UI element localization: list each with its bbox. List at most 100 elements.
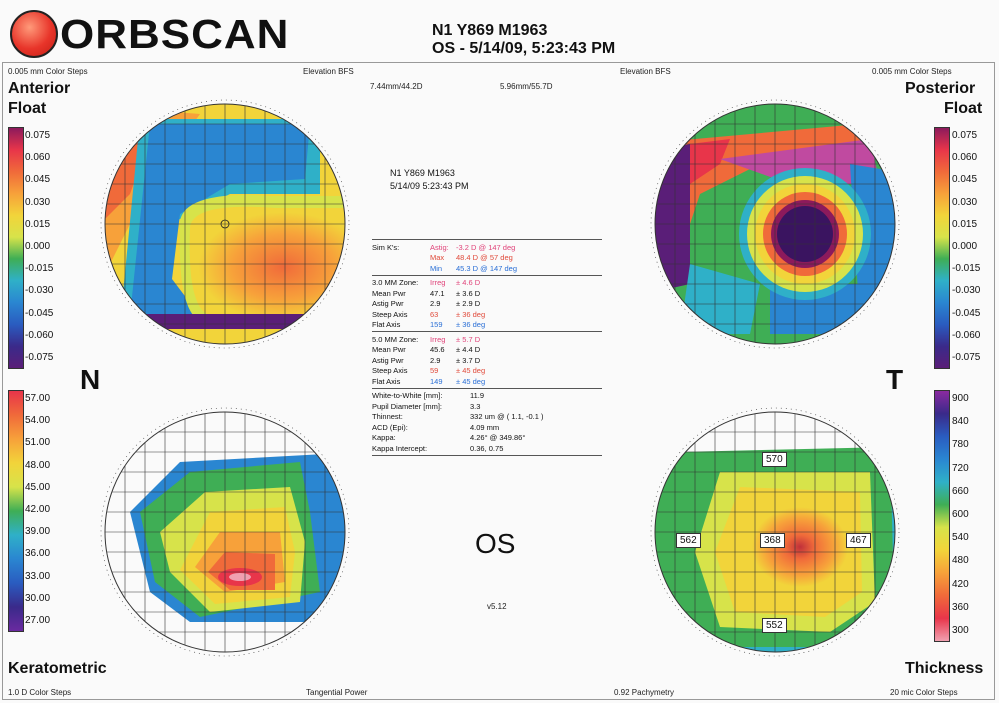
nasal-label: N <box>80 364 101 395</box>
left-bfs: 7.44mm/44.2D <box>370 82 423 91</box>
scale-label: 0.030 <box>952 196 978 208</box>
info-row-label: Mean Pwr <box>372 345 406 354</box>
info-row-label: 5.0 MM Zone: <box>372 334 419 344</box>
scale-label: 840 <box>952 416 969 428</box>
info-row-label: White-to-White [mm]: <box>372 391 443 400</box>
info-row: 3.0 MM Zone: Irreg ± 4.6 D <box>372 278 602 289</box>
anterior-title: Anterior <box>8 80 71 97</box>
scale-label: -0.075 <box>952 352 981 363</box>
scale-label: 780 <box>952 439 969 451</box>
info-row-value: ± 36 deg <box>456 320 486 329</box>
scale-label: 0.000 <box>952 241 978 252</box>
scale-label: 0.030 <box>25 196 51 208</box>
info-divider <box>372 454 602 456</box>
info-row-label: Steep Axis <box>372 309 408 319</box>
info-row-value: ± 45 deg <box>456 376 486 386</box>
anterior-subtitle: Float <box>8 100 47 117</box>
thickness-point-top: 570 <box>762 452 787 467</box>
info-row-name: Irreg <box>430 278 446 287</box>
info-row: Min 45.3 D @ 147 deg <box>372 263 602 274</box>
scale-label: 27.00 <box>25 615 51 626</box>
thickness-point-right: 467 <box>846 533 871 548</box>
scale-label: 480 <box>952 555 969 567</box>
scale-label: 0.060 <box>952 152 978 164</box>
info-row-value: ± 3.6 D <box>456 288 481 298</box>
info-row: Steep Axis 59 ± 45 deg <box>372 366 602 377</box>
logo-circle-icon <box>10 10 58 58</box>
report-frame <box>2 62 995 700</box>
scale-label: 45.00 <box>25 481 51 493</box>
exam-info-panel: Sim K's: Astig: -3.2 D @ 147 deg Max 48.4 D … <box>372 238 602 458</box>
info-row: Flat Axis 159 ± 36 deg <box>372 320 602 331</box>
scale-label: 0.015 <box>952 218 978 230</box>
scale-label: 48.00 <box>25 459 51 471</box>
info-row: Max 48.4 D @ 57 deg <box>372 253 602 264</box>
info-datetime: 5/14/09 5:23:43 PM <box>390 181 469 191</box>
info-row-label: Pupil Diameter [mm]: <box>372 401 443 411</box>
info-row: 5.0 MM Zone: Irreg ± 5.7 D <box>372 334 602 345</box>
info-row-label: Flat Axis <box>372 376 401 386</box>
info-row-value: ± 45 deg <box>456 366 486 375</box>
info-row: White-to-White [mm]: 11.9 <box>372 391 602 402</box>
info-row-name: 2.9 <box>430 355 441 365</box>
info-row-name: Astig: <box>430 242 449 252</box>
info-row-name: 45.6 <box>430 345 445 354</box>
info-row-value: 0.36, 0.75 <box>470 443 504 453</box>
scale-label: 36.00 <box>25 548 51 560</box>
anterior-color-scale <box>8 127 24 369</box>
info-row: Astig Pwr 2.9 ± 3.7 D <box>372 355 602 366</box>
scale-label: 39.00 <box>25 526 51 538</box>
info-row: Kappa: 4.26° @ 349.86° <box>372 433 602 444</box>
scale-label: 720 <box>952 462 969 474</box>
scale-label: 51.00 <box>25 437 51 449</box>
thickness-point-center: 368 <box>760 533 785 548</box>
posterior-subtitle: Float <box>944 100 983 117</box>
scale-label: -0.030 <box>952 285 981 297</box>
info-row-value: ± 2.9 D <box>456 299 481 308</box>
thickness-point-bottom: 552 <box>762 618 787 633</box>
scale-label: 0.075 <box>952 130 978 141</box>
eye-label: OS <box>475 528 516 559</box>
info-row-value: ± 3.7 D <box>456 355 481 365</box>
info-row: Steep Axis 63 ± 36 deg <box>372 309 602 320</box>
info-row: Flat Axis 149 ± 45 deg <box>372 376 602 387</box>
info-row-value: 11.9 <box>470 391 485 400</box>
scale-label: 42.00 <box>25 504 51 515</box>
scale-label: 540 <box>952 532 969 544</box>
info-row: Mean Pwr 47.1 ± 3.6 D <box>372 288 602 299</box>
right-color-steps: 0.005 mm Color Steps <box>872 67 952 76</box>
scale-label: 300 <box>952 625 969 636</box>
info-row-name: 2.9 <box>430 299 441 308</box>
thickness-title: Thickness <box>905 660 984 677</box>
scale-label: 420 <box>952 578 969 590</box>
info-divider <box>372 331 602 332</box>
info-row-label: Thinnest: <box>372 412 403 421</box>
right-map-type: Elevation BFS <box>620 67 671 76</box>
scale-label: -0.015 <box>952 263 981 275</box>
info-divider <box>372 239 602 240</box>
logo-text: ORBSCAN <box>60 12 290 58</box>
info-row-value: 4.26° @ 349.86° <box>470 433 526 442</box>
thickness-point-left: 562 <box>676 533 701 548</box>
patient-header: N1 Y869 M1963 <box>432 22 548 39</box>
thickness-map <box>650 407 900 657</box>
info-divider <box>372 387 602 389</box>
left-map-type: Elevation BFS <box>303 67 354 76</box>
info-row-name: Irreg <box>430 334 446 344</box>
scale-label: 57.00 <box>25 393 51 404</box>
exam-header: OS - 5/14/09, 5:23:43 PM <box>432 40 616 57</box>
scale-label: 660 <box>952 485 969 497</box>
bottom-right-steps: 20 mic Color Steps <box>890 688 958 697</box>
scale-label: 33.00 <box>25 570 51 582</box>
scale-label: 0.000 <box>25 241 51 252</box>
info-row-name: Max <box>430 253 445 262</box>
thickness-color-scale <box>934 390 950 642</box>
bottom-left-steps: 1.0 D Color Steps <box>8 688 72 697</box>
scale-label: 30.00 <box>25 592 51 604</box>
posterior-color-scale <box>934 127 950 369</box>
info-row-name: 47.1 <box>430 288 445 298</box>
info-row-value: ± 4.4 D <box>456 345 481 354</box>
info-row-value: 45.3 D @ 147 deg <box>456 263 517 273</box>
scale-label: 0.045 <box>952 174 978 186</box>
